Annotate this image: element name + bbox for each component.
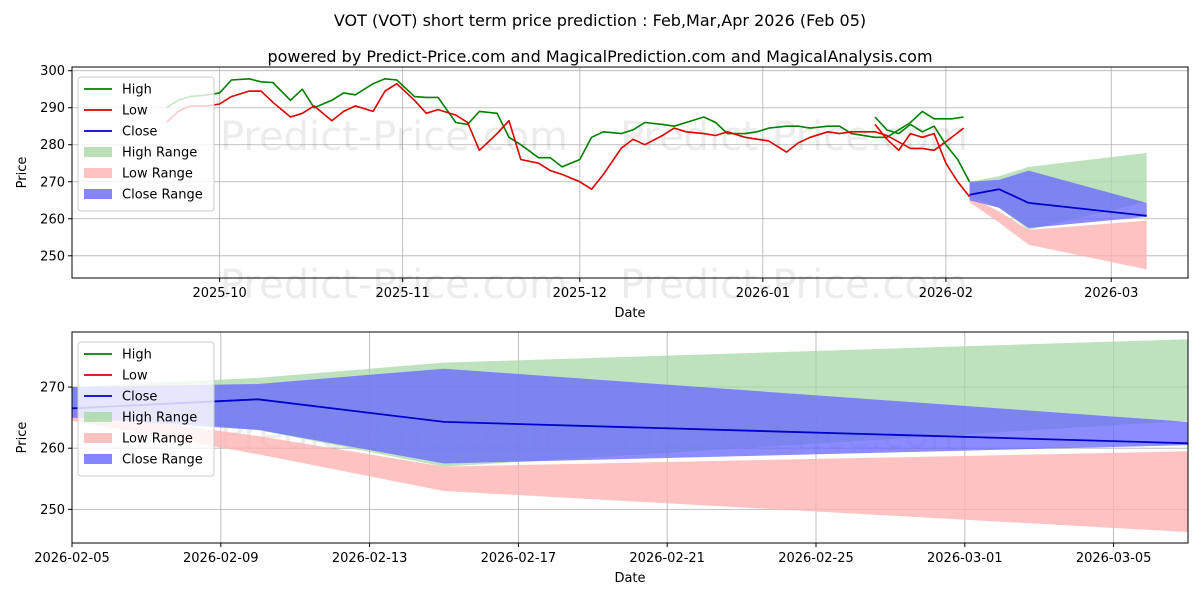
legend-label-close_range: Close Range xyxy=(122,453,203,468)
x-tick-label: 2026-02-09 xyxy=(183,551,259,566)
y-tick-label: 260 xyxy=(40,442,65,457)
legend-label-high: High xyxy=(122,348,152,363)
axes-frame xyxy=(71,331,1189,544)
legend-label-high_range: High Range xyxy=(122,411,197,426)
watermark: Predict-Price.com xyxy=(620,114,968,160)
legend-label-low_range: Low Range xyxy=(122,167,193,182)
low-tail-line xyxy=(874,123,971,198)
legend-swatch-high_range xyxy=(84,412,112,422)
top-price-panel: Predict-Price.com Predict-Price.com Predic… xyxy=(15,64,1189,321)
low-range-band xyxy=(72,411,1188,532)
y-tick-label: 290 xyxy=(40,101,65,116)
x-axis-label: Date xyxy=(614,306,645,321)
y-tick-label: 250 xyxy=(40,249,65,264)
plot-area xyxy=(165,78,1147,270)
chart-title: VOT (VOT) short term price prediction : … xyxy=(334,11,866,30)
y-axis-label: Price xyxy=(15,422,30,454)
low-range-band xyxy=(969,196,1147,270)
legend-swatch-low_range xyxy=(84,433,112,443)
chart-subtitle: powered by Predict-Price.com and Magical… xyxy=(267,47,932,66)
watermark: Predict-Price.com xyxy=(220,114,568,160)
x-tick-label: 2026-02-05 xyxy=(34,551,110,566)
x-tick-label: 2026-02 xyxy=(919,286,973,301)
legend-label-close: Close xyxy=(122,125,157,140)
y-tick-label: 300 xyxy=(40,64,65,79)
legend-label-high_range: High Range xyxy=(122,146,197,161)
close-range-band xyxy=(72,368,1188,464)
bottom-forecast-panel: Predict-Price.comPredict-Price.com250260… xyxy=(15,331,1189,586)
x-tick-label: 2026-02-21 xyxy=(629,551,705,566)
x-tick-label: 2026-03 xyxy=(1084,286,1138,301)
legend-label-high: High xyxy=(122,83,152,98)
legend-label-close_range: Close Range xyxy=(122,188,203,203)
legend-label-low: Low xyxy=(122,369,148,384)
x-tick-label: 2026-02-17 xyxy=(481,551,557,566)
x-tick-label: 2025-11 xyxy=(376,286,430,301)
y-tick-label: 280 xyxy=(40,138,65,153)
x-tick-label: 2026-03-05 xyxy=(1076,551,1152,566)
x-tick-label: 2025-10 xyxy=(192,286,246,301)
x-tick-label: 2025-12 xyxy=(553,286,607,301)
y-axis-label: Price xyxy=(15,157,30,189)
x-tick-label: 2026-02-13 xyxy=(332,551,408,566)
x-axis-label: Date xyxy=(614,571,645,586)
close-range-band xyxy=(969,170,1147,228)
legend-label-low: Low xyxy=(122,104,148,119)
high-history-line xyxy=(166,78,964,168)
x-tick-label: 2026-03-01 xyxy=(927,551,1003,566)
legend-label-low_range: Low Range xyxy=(122,432,193,447)
legend-label-close: Close xyxy=(122,390,157,405)
legend-swatch-close_range xyxy=(84,189,112,199)
axes-frame xyxy=(71,66,1189,279)
low-history-line xyxy=(165,82,965,190)
close-forecast-line xyxy=(969,188,1147,217)
y-tick-label: 270 xyxy=(40,381,65,396)
x-tick-label: 2026-02-25 xyxy=(778,551,854,566)
legend-swatch-low_range xyxy=(84,168,112,178)
legend-swatch-high_range xyxy=(84,147,112,157)
y-tick-label: 260 xyxy=(40,212,65,227)
high-tail-line xyxy=(874,116,971,183)
x-tick-label: 2026-01 xyxy=(736,286,790,301)
watermark: Predict-Price.com xyxy=(220,262,568,308)
legend-swatch-close_range xyxy=(84,454,112,464)
plot-area xyxy=(72,339,1188,532)
y-tick-label: 250 xyxy=(40,503,65,518)
y-tick-label: 270 xyxy=(40,175,65,190)
watermark: Predict-Price.com xyxy=(620,262,968,308)
